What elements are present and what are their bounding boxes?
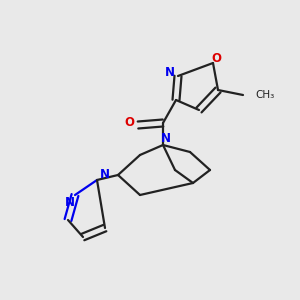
Text: O: O <box>124 116 134 130</box>
Text: O: O <box>211 52 221 64</box>
Text: N: N <box>165 67 175 80</box>
Text: N: N <box>100 169 110 182</box>
Text: N: N <box>161 131 171 145</box>
Text: N: N <box>65 196 75 209</box>
Text: CH₃: CH₃ <box>255 90 274 100</box>
